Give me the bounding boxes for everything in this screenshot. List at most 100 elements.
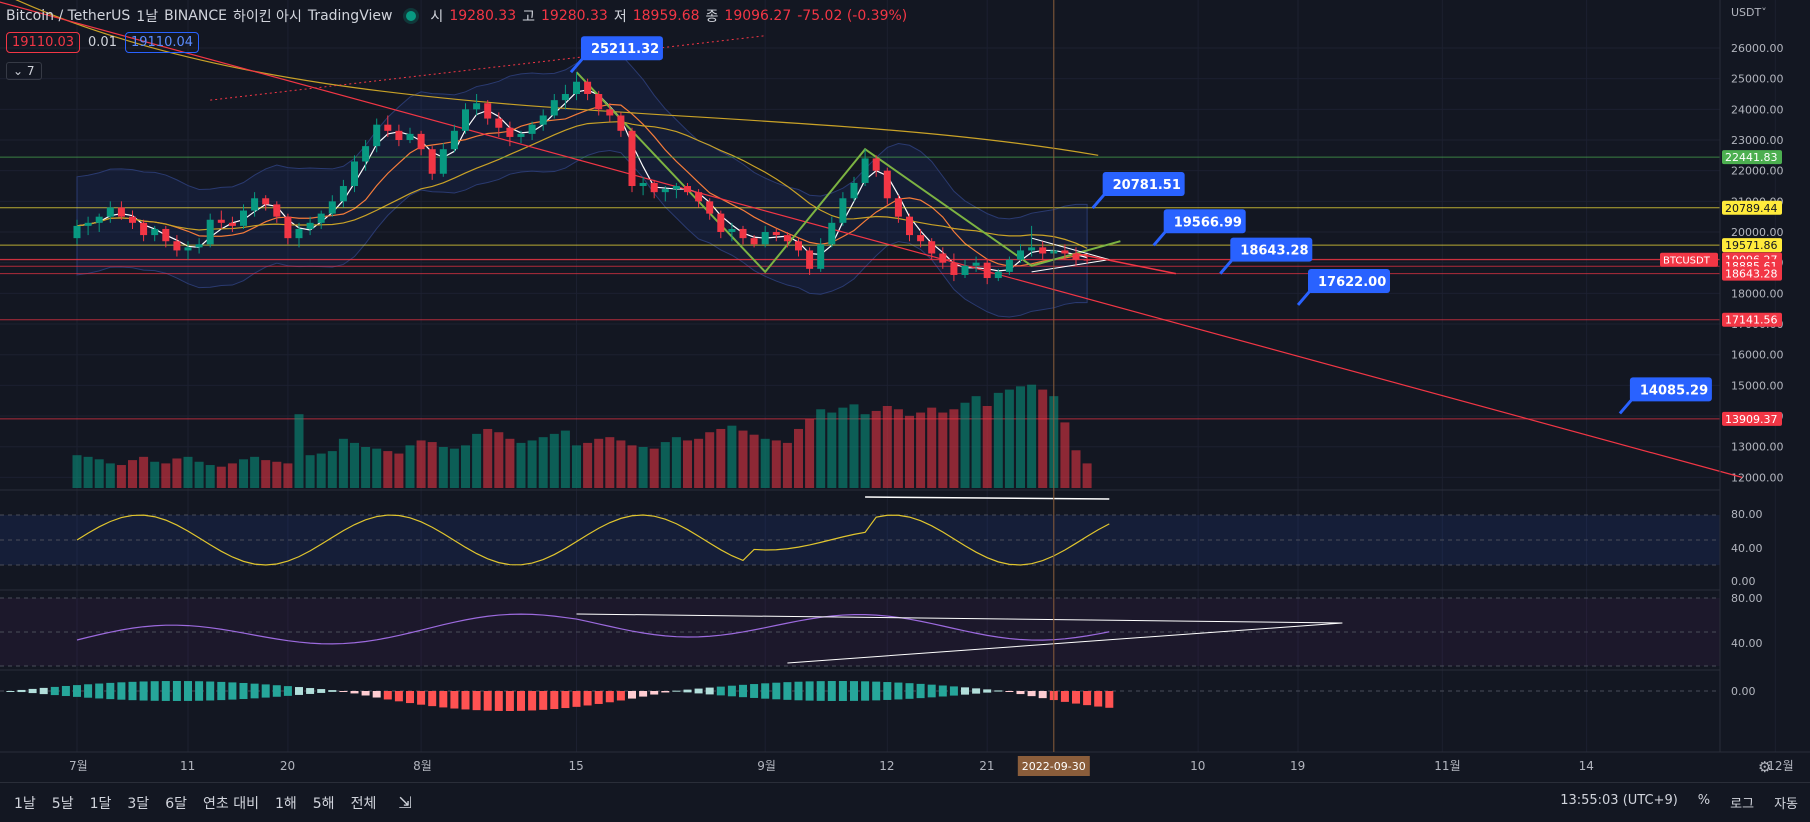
macd-bar	[28, 688, 37, 694]
range-6m-button[interactable]: 6달	[165, 795, 187, 812]
volume-bar	[416, 440, 426, 488]
y-tick-label: 12000.00	[1731, 471, 1784, 484]
candle-body	[484, 103, 492, 119]
goto-date-icon[interactable]: ⇲	[398, 793, 412, 812]
x-tick-label: 11	[180, 759, 195, 773]
macd-bar	[1005, 691, 1014, 692]
interval[interactable]: 1날	[136, 9, 159, 25]
callout-label: 20781.51	[1113, 178, 1181, 193]
macd-bar	[295, 687, 303, 695]
macd-bar	[206, 681, 215, 701]
volume-bar	[361, 447, 371, 488]
macd-bar	[139, 681, 148, 701]
volume-bar	[549, 433, 559, 488]
symbol-tag-label: BTCUSDT	[1663, 256, 1711, 267]
macd-bar	[239, 682, 248, 700]
candle-body	[983, 262, 991, 279]
candle-body	[495, 118, 503, 128]
candle-body	[839, 198, 847, 223]
macd-bar	[472, 691, 481, 711]
sell-button[interactable]: 19110.03	[6, 32, 81, 53]
candle-body	[439, 149, 447, 174]
y-tick-label: 18000.00	[1731, 287, 1784, 300]
macd-bar	[816, 681, 825, 701]
x-tick-label: 21	[979, 759, 994, 773]
candle-body	[1072, 253, 1080, 260]
volume-bar	[716, 428, 726, 488]
volume-bar	[794, 428, 803, 488]
volume-bar	[849, 404, 859, 488]
candle-body	[395, 130, 403, 141]
volume-bar	[782, 442, 792, 488]
percent-button[interactable]: %	[1697, 793, 1711, 808]
range-5d-button[interactable]: 5날	[51, 795, 74, 812]
candle-body	[117, 207, 125, 217]
macd-bar	[439, 691, 448, 708]
macd-bar	[261, 684, 270, 698]
volume-bar	[438, 447, 448, 488]
volume-bar	[982, 406, 992, 488]
range-1d-button[interactable]: 1날	[14, 795, 36, 812]
volume-bar	[960, 402, 970, 488]
candle-body	[206, 219, 214, 245]
volume-bar	[993, 392, 1003, 488]
volume-bar	[1082, 463, 1092, 488]
macd-bar	[39, 687, 48, 695]
volume-bar	[316, 453, 326, 488]
indicator-count: 7	[26, 64, 35, 78]
candle-body	[1017, 250, 1024, 260]
candle-body	[684, 186, 691, 193]
candle-body	[406, 133, 414, 141]
volume-bar	[183, 456, 193, 488]
volume-bar	[594, 438, 604, 488]
candle-body	[906, 216, 913, 236]
brand-name: TradingView	[307, 8, 393, 24]
macd-bar	[639, 691, 648, 697]
range-5y-button[interactable]: 5해	[312, 795, 335, 812]
candle-body	[373, 124, 381, 147]
exchange: BINANCE	[164, 8, 227, 24]
range-1y-button[interactable]: 1해	[274, 795, 297, 812]
indicators-toggle-button[interactable]: ⌄ 7	[6, 62, 42, 80]
range-ytd-button[interactable]: 연초 대비	[202, 795, 259, 812]
macd-bar	[361, 691, 370, 696]
volume-bar	[527, 440, 537, 488]
candle-body	[217, 219, 225, 223]
volume-bar	[327, 451, 337, 488]
ma-orange	[76, 103, 1088, 267]
symbol-name[interactable]: Bitcoin / TetherUS	[6, 8, 131, 24]
high-label: 고	[522, 9, 536, 25]
candle-body	[462, 109, 469, 131]
volume-bar	[927, 407, 937, 488]
auto-button[interactable]: 자동	[1774, 797, 1798, 812]
range-3m-button[interactable]: 3달	[127, 795, 150, 812]
volume-bar	[494, 432, 504, 488]
candle-body	[639, 182, 647, 187]
volume-bar	[860, 414, 870, 488]
macd-bar	[672, 690, 681, 692]
volume-bar	[250, 456, 260, 488]
candle-body	[1039, 247, 1047, 254]
candle-body	[328, 201, 336, 214]
macd-bar	[306, 688, 315, 694]
macd-bar	[905, 683, 914, 699]
macd-bar	[628, 691, 636, 699]
y-tick-label: 15000.00	[1731, 379, 1784, 392]
candle-body	[806, 250, 814, 269]
buy-button[interactable]: 19110.04	[124, 32, 200, 53]
volume-bar	[694, 438, 704, 488]
range-all-button[interactable]: 전체	[350, 795, 377, 812]
x-tick-label: 15	[569, 759, 584, 773]
volume-bar	[116, 465, 126, 488]
volume-bar	[627, 445, 637, 488]
callout-label: 17622.00	[1318, 275, 1386, 290]
range-1m-button[interactable]: 1달	[89, 795, 112, 812]
macd-bar	[272, 685, 281, 697]
callout-label: 18643.28	[1240, 244, 1308, 259]
log-button[interactable]: 로그	[1730, 797, 1755, 812]
bottom-right-controls: 13:55:03 (UTC+9) % 로그 자동	[1560, 793, 1798, 812]
volume-bar	[1071, 450, 1081, 488]
clock[interactable]: 13:55:03 (UTC+9)	[1560, 793, 1678, 808]
